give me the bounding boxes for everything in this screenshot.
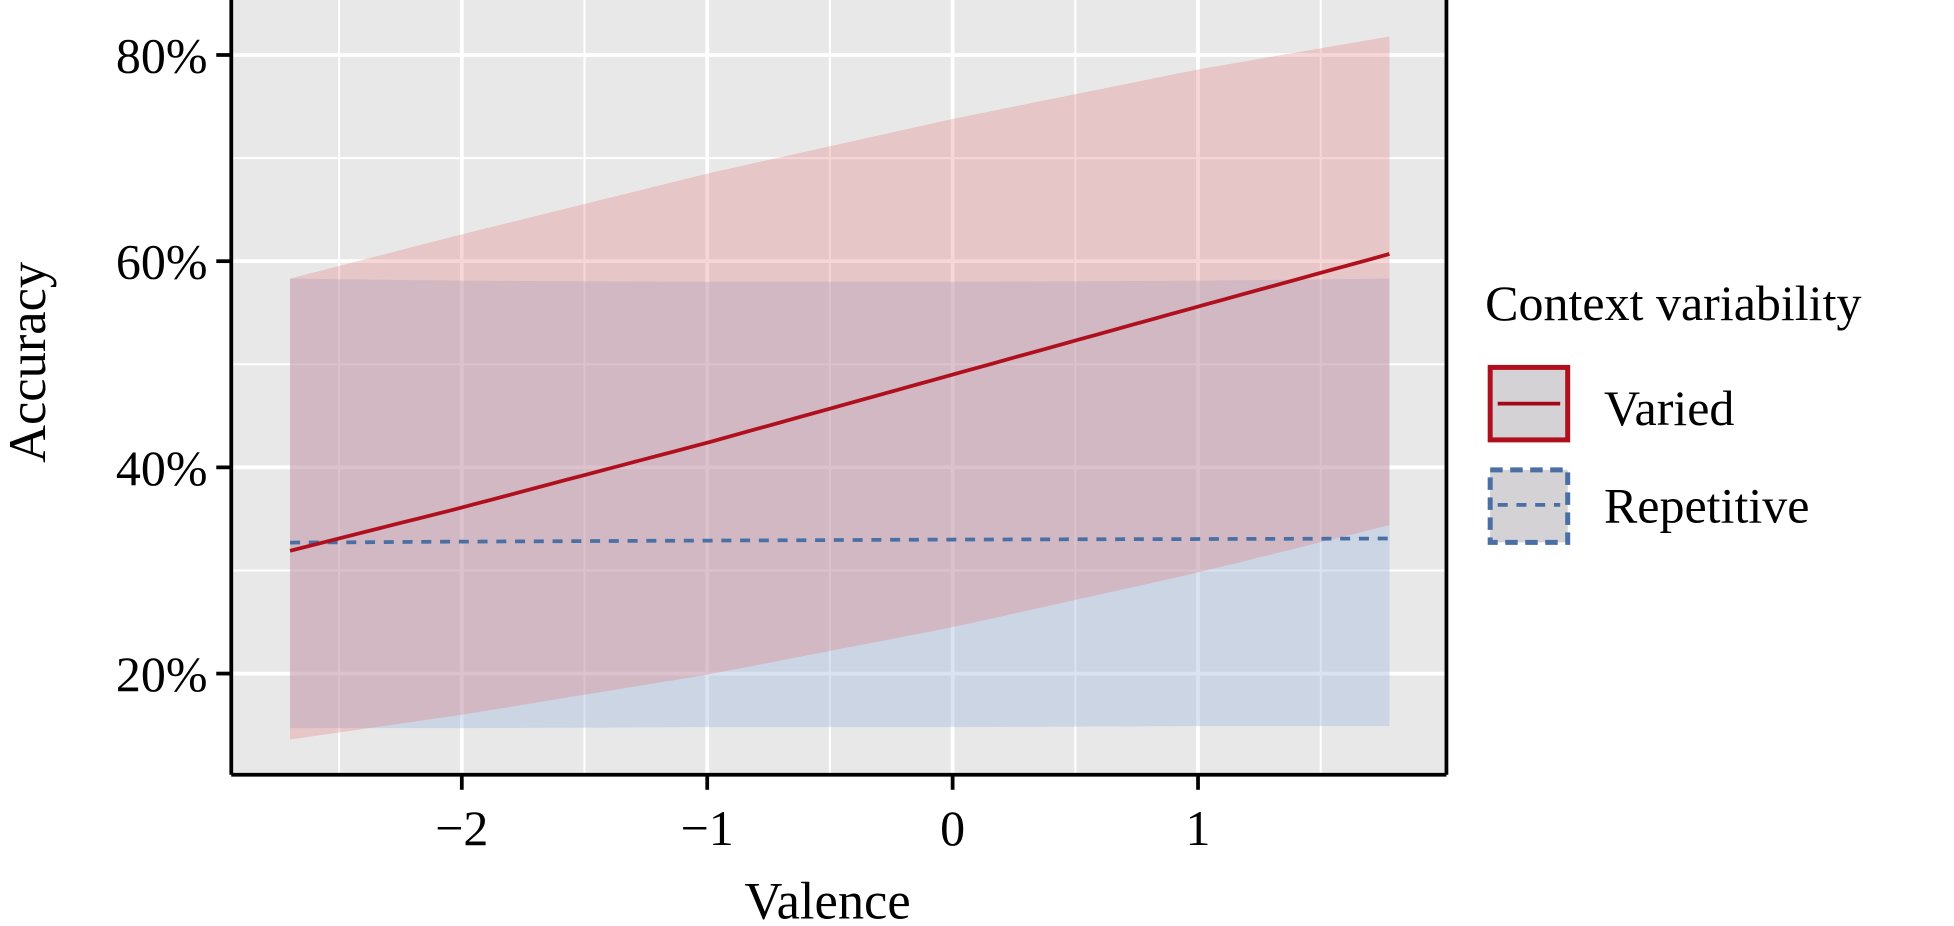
x-tick-label: −2 [435, 800, 488, 856]
series-line-varied [289, 252, 1390, 553]
ci-band-varied [290, 36, 1390, 740]
x-tick-label: −1 [681, 800, 734, 856]
y-tick-label: 60% [116, 234, 208, 290]
series-lines [289, 252, 1390, 553]
legend: Context variability Varied Repetitive [1485, 275, 1861, 545]
x-axis-label: Valence [745, 873, 911, 926]
series-line-repetitive [290, 536, 1390, 545]
y-tick-label: 40% [116, 440, 208, 496]
legend-label-repetitive: Repetitive [1604, 477, 1809, 533]
legend-label-varied: Varied [1604, 380, 1734, 436]
legend-item-varied: Varied [1487, 364, 1734, 443]
y-axis-label: Accuracy [0, 261, 57, 463]
y-tick-label: 20% [116, 646, 208, 702]
axis-ticks: −2 −1 0 1 20% 40% 60% 80% [116, 27, 1211, 855]
legend-title: Context variability [1485, 275, 1861, 331]
x-tick-label: 1 [1186, 800, 1211, 856]
ci-band-repetitive [290, 278, 1390, 729]
confidence-bands [290, 36, 1390, 740]
x-tick-label: 0 [940, 800, 965, 856]
legend-item-repetitive: Repetitive [1487, 467, 1809, 545]
plot-background [231, 0, 1447, 775]
y-tick-label: 80% [116, 27, 208, 83]
